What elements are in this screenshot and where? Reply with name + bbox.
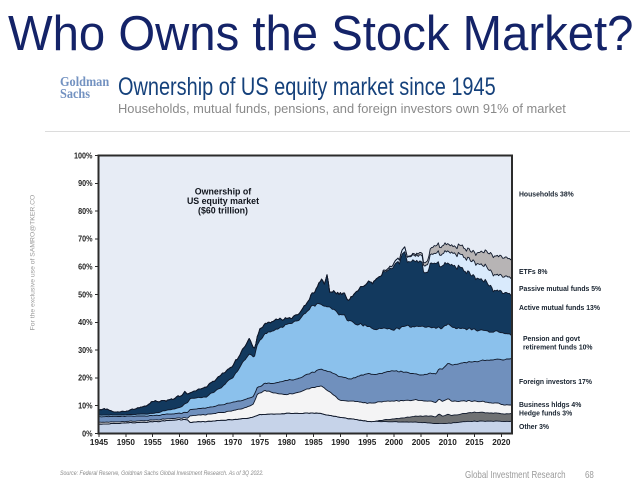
svg-text:2010: 2010	[439, 438, 458, 447]
svg-text:100%: 100%	[74, 151, 93, 160]
svg-text:ETFs 8%: ETFs 8%	[519, 267, 548, 276]
svg-text:0%: 0%	[82, 429, 93, 438]
svg-text:Pension and govt: Pension and govt	[523, 334, 580, 343]
svg-text:2005: 2005	[412, 438, 431, 447]
svg-text:2000: 2000	[385, 438, 404, 447]
svg-text:40%: 40%	[78, 318, 93, 327]
svg-text:Foreign investors 17%: Foreign investors 17%	[519, 377, 592, 386]
svg-text:1995: 1995	[358, 438, 377, 447]
svg-text:Ownership of: Ownership of	[195, 187, 252, 198]
svg-text:1950: 1950	[117, 438, 136, 447]
svg-text:1985: 1985	[304, 438, 323, 447]
svg-text:50%: 50%	[78, 290, 93, 299]
svg-text:70%: 70%	[78, 235, 93, 244]
svg-text:1945: 1945	[90, 438, 109, 447]
svg-text:80%: 80%	[78, 207, 93, 216]
svg-text:Hedge funds 3%: Hedge funds 3%	[519, 409, 572, 418]
svg-text:20%: 20%	[78, 374, 93, 383]
svg-text:10%: 10%	[78, 402, 93, 411]
svg-text:1955: 1955	[143, 438, 162, 447]
svg-text:1990: 1990	[331, 438, 350, 447]
svg-text:1960: 1960	[170, 438, 189, 447]
svg-text:1975: 1975	[251, 438, 270, 447]
svg-text:90%: 90%	[78, 179, 93, 188]
svg-text:2020: 2020	[492, 438, 511, 447]
svg-text:1965: 1965	[197, 438, 216, 447]
svg-text:Passive mutual funds 5%: Passive mutual funds 5%	[519, 284, 601, 293]
svg-text:Active mutual funds 13%: Active mutual funds 13%	[519, 303, 600, 312]
svg-text:1970: 1970	[224, 438, 243, 447]
svg-text:2015: 2015	[465, 438, 484, 447]
svg-text:1980: 1980	[278, 438, 297, 447]
svg-text:retirement funds 10%: retirement funds 10%	[523, 343, 593, 352]
svg-text:Business hldgs 4%: Business hldgs 4%	[519, 400, 582, 409]
svg-text:Other 3%: Other 3%	[519, 422, 549, 431]
svg-text:60%: 60%	[78, 263, 93, 272]
svg-text:30%: 30%	[78, 346, 93, 355]
svg-text:Households 38%: Households 38%	[519, 190, 574, 199]
svg-text:($60 trillion): ($60 trillion)	[198, 206, 248, 217]
svg-text:US equity market: US equity market	[187, 196, 260, 207]
